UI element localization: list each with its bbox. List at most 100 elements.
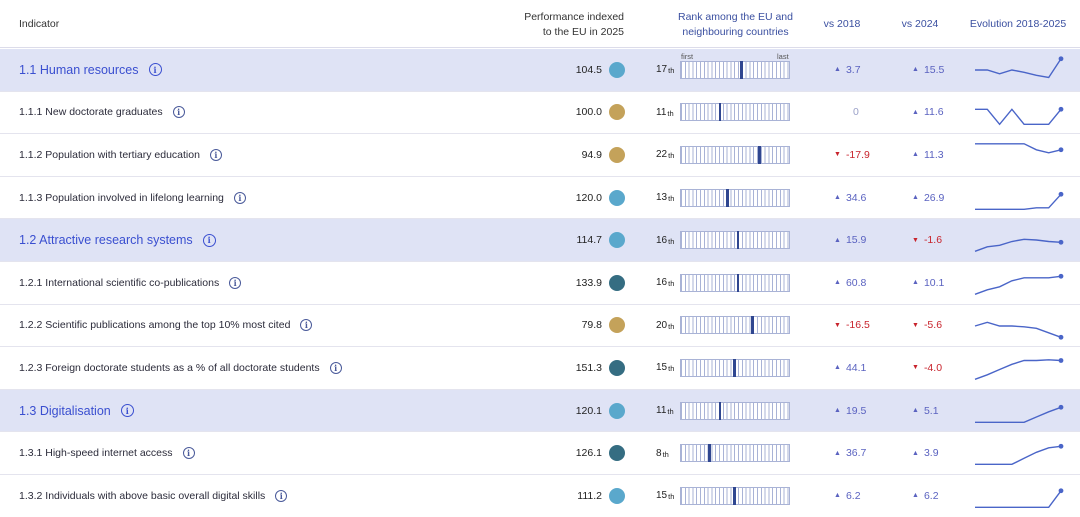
sparkline-end-point: [1058, 358, 1064, 364]
sparkline-end-point: [1058, 444, 1064, 449]
rank-suffix: th: [668, 151, 675, 161]
indicator-label[interactable]: 1.3 Digitalisation i: [19, 390, 134, 432]
rank-suffix: th: [668, 492, 675, 502]
header-rank[interactable]: Rank among the EU and neighbouring count…: [668, 10, 803, 40]
header-evolution[interactable]: Evolution 2018-2025: [969, 18, 1067, 30]
indicator-row[interactable]: 1.1.2 Population with tertiary education…: [0, 134, 1080, 177]
indicator-label-text: 1.3 Digitalisation: [19, 403, 111, 418]
evolution-sparkline: [975, 191, 1064, 210]
sparkline-end-point: [1058, 488, 1064, 494]
info-icon[interactable]: i: [148, 63, 162, 77]
vs2024-change: ▲ 5.1: [912, 390, 939, 432]
vs2018-change: ▲ 15.9: [834, 219, 866, 261]
evolution-sparkline: [975, 106, 1064, 125]
rank-suffix: th: [668, 66, 675, 76]
sparkline-path: [974, 359, 1062, 381]
triangle-up-icon: ▲: [912, 108, 919, 116]
indicator-row[interactable]: 1.2.1 International scientific co-public…: [0, 262, 1080, 305]
header-vs2018[interactable]: vs 2018: [823, 18, 861, 30]
performance-dot: [609, 487, 625, 504]
sparkline-end-point: [1058, 334, 1064, 340]
header-vs2024[interactable]: vs 2024: [901, 18, 939, 30]
rank-number: 11: [656, 106, 667, 118]
vs2024-change: ▲ 15.5: [912, 49, 944, 91]
rank-strip: [680, 103, 790, 122]
rank-strip: [680, 188, 790, 207]
triangle-up-icon: ▲: [912, 194, 919, 202]
vs2024-change: ▲ 26.9: [912, 177, 944, 219]
triangle-up-icon: ▲: [912, 407, 919, 415]
header-rank-line2: neighbouring countries: [682, 26, 789, 38]
info-icon[interactable]: i: [275, 489, 288, 502]
sparkline-end-point: [1058, 273, 1064, 279]
vs2024-value: 11.3: [923, 148, 944, 161]
evolution-sparkline: [975, 143, 1064, 154]
evolution-sparkline: [975, 488, 1064, 508]
info-icon[interactable]: i: [209, 148, 222, 161]
vs2024-change: ▼ -4.0: [912, 347, 942, 389]
indicator-label-text: 1.3.2 Individuals with above basic overa…: [19, 489, 266, 502]
evolution-sparkline: [974, 358, 1064, 381]
info-icon[interactable]: i: [229, 276, 242, 289]
header-performance-line1: Performance indexed: [524, 11, 624, 23]
performance-dot: [609, 402, 625, 419]
info-icon[interactable]: i: [202, 233, 216, 247]
vs2024-value: -4.0: [923, 361, 943, 374]
vs2024-change: ▼ -1.6: [912, 219, 942, 261]
indicator-row[interactable]: 1.2.3 Foreign doctorate students as a % …: [0, 347, 1080, 390]
indicator-label[interactable]: 1.2 Attractive research systems i: [19, 219, 216, 261]
indicator-label: 1.3.1 High-speed internet access i: [19, 432, 195, 474]
table-header: Indicator Performance indexed to the EU …: [0, 0, 1080, 48]
indicator-label: 1.2.3 Foreign doctorate students as a % …: [19, 347, 342, 389]
indicator-label[interactable]: 1.1 Human resources i: [19, 49, 162, 91]
performance-value: 94.9: [581, 148, 602, 161]
rank-marker: [718, 401, 722, 420]
rank-marker: [733, 358, 736, 377]
indicator-row[interactable]: 1.1.3 Population involved in lifelong le…: [0, 177, 1080, 220]
rank-number: 15: [656, 362, 668, 374]
rank-number: 22: [656, 149, 668, 161]
triangle-up-icon: ▲: [834, 279, 841, 287]
header-indicator[interactable]: Indicator: [19, 18, 60, 30]
indicator-label-text: 1.2.1 International scientific co-public…: [19, 276, 220, 289]
rank-marker: [736, 231, 740, 250]
indicator-group-row[interactable]: 1.2 Attractive research systems i 114.7 16 t…: [0, 219, 1080, 262]
indicator-label-text: 1.3.1 High-speed internet access: [19, 447, 173, 460]
info-icon[interactable]: i: [300, 319, 313, 332]
performance-value: 120.1: [575, 404, 602, 417]
indicator-label-text: 1.2 Attractive research systems: [19, 233, 193, 248]
header-performance-line2: to the EU in 2025: [542, 26, 624, 38]
rank-suffix: th: [668, 279, 675, 289]
indicator-row[interactable]: 1.3.1 High-speed internet access i 126.1 8 t…: [0, 432, 1080, 475]
rank-marker: [736, 273, 740, 292]
indicator-row[interactable]: 1.3.2 Individuals with above basic overa…: [0, 475, 1080, 517]
rank-marker: [740, 60, 743, 79]
vs2018-value: 15.9: [845, 234, 867, 247]
header-performance[interactable]: Performance indexed to the EU in 2025: [500, 10, 624, 40]
vs2024-value: 3.9: [923, 447, 939, 460]
sparkline-path: [975, 445, 1062, 466]
sparkline-end-point: [1058, 404, 1064, 410]
evolution-sparkline: [975, 404, 1064, 423]
vs2018-change: ▲ 60.8: [834, 262, 866, 304]
info-icon[interactable]: i: [329, 361, 342, 374]
rank-number: 11: [656, 405, 667, 417]
rank-marker: [758, 145, 761, 164]
rank-number: 20: [656, 319, 668, 331]
info-icon[interactable]: i: [120, 404, 134, 418]
triangle-down-icon: ▼: [834, 151, 841, 159]
info-icon[interactable]: i: [233, 191, 246, 204]
info-icon[interactable]: i: [182, 447, 195, 460]
vs2018-change: ▲ 44.1: [834, 347, 866, 389]
rank-strip: [680, 401, 790, 420]
info-icon[interactable]: i: [172, 106, 185, 119]
sparkline-path: [974, 238, 1062, 253]
indicator-row[interactable]: 1.2.2 Scientific publications among the …: [0, 305, 1080, 348]
vs2024-change: ▲ 11.6: [912, 92, 944, 134]
